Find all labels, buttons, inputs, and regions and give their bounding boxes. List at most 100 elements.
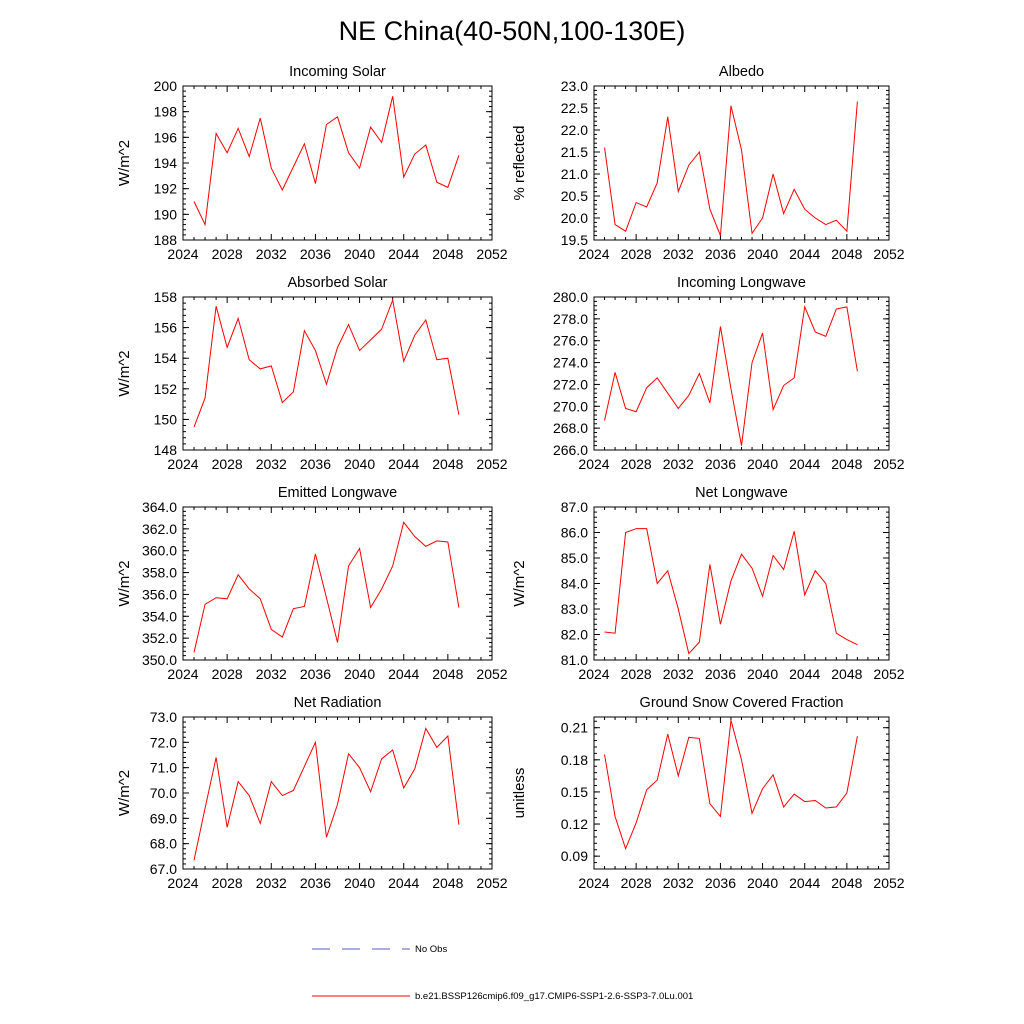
y-tick-label: 198 bbox=[154, 104, 178, 120]
y-tick-label: 364.0 bbox=[142, 499, 177, 515]
x-tick-label: 2044 bbox=[388, 666, 419, 682]
y-tick-label: 82.0 bbox=[561, 627, 588, 643]
y-tick-label: 152 bbox=[154, 381, 178, 397]
x-tick-label: 2024 bbox=[578, 456, 609, 472]
x-tick-label: 2028 bbox=[212, 246, 243, 262]
y-tick-label: 352.0 bbox=[142, 630, 177, 646]
x-tick-label: 2048 bbox=[432, 875, 463, 891]
x-tick-label: 2028 bbox=[621, 246, 652, 262]
x-tick-label: 2048 bbox=[831, 456, 862, 472]
panel-net-longwave: Net Longwave 2024 2028 2032 2036 2040 2044 2048… bbox=[511, 485, 905, 682]
series-line bbox=[193, 521, 460, 653]
series-line bbox=[604, 304, 858, 446]
y-tick-label: 0.15 bbox=[561, 784, 588, 800]
y-tick-label: 278.0 bbox=[553, 311, 588, 327]
x-tick-label: 2048 bbox=[432, 666, 463, 682]
panel-title: Net Longwave bbox=[695, 485, 788, 501]
x-tick-label: 2040 bbox=[747, 456, 778, 472]
y-tick-label: 73.0 bbox=[150, 709, 177, 725]
x-tick-label: 2044 bbox=[789, 456, 820, 472]
y-tick-label: 71.0 bbox=[150, 760, 177, 776]
y-tick-label: 358.0 bbox=[142, 565, 177, 581]
x-tick-label: 2044 bbox=[388, 456, 419, 472]
x-tick-label: 2028 bbox=[212, 666, 243, 682]
x-tick-label: 2052 bbox=[873, 666, 904, 682]
y-tick-label: 69.0 bbox=[150, 810, 177, 826]
y-axis-label: W/m^2 bbox=[116, 350, 133, 396]
x-tick-label: 2032 bbox=[663, 875, 694, 891]
y-tick-label: 196 bbox=[154, 129, 178, 145]
y-tick-label: 192 bbox=[154, 181, 178, 197]
y-tick-label: 21.5 bbox=[561, 144, 588, 160]
y-tick-label: 23.0 bbox=[561, 78, 588, 94]
x-tick-label: 2048 bbox=[831, 666, 862, 682]
series-line bbox=[604, 720, 858, 851]
x-tick-label: 2044 bbox=[388, 875, 419, 891]
y-tick-label: 272.0 bbox=[553, 376, 588, 392]
x-tick-label: 2044 bbox=[789, 666, 820, 682]
x-tick-label: 2052 bbox=[476, 875, 507, 891]
x-tick-label: 2048 bbox=[432, 246, 463, 262]
x-tick-label: 2032 bbox=[663, 246, 694, 262]
y-tick-label: 190 bbox=[154, 206, 178, 222]
figure-title: NE China(40-50N,100-130E) bbox=[339, 16, 686, 46]
x-tick-label: 2036 bbox=[300, 666, 331, 682]
y-tick-label: 154 bbox=[154, 350, 178, 366]
y-tick-label: 67.0 bbox=[150, 861, 177, 877]
y-tick-label: 84.0 bbox=[561, 576, 588, 592]
x-tick-label: 2024 bbox=[167, 456, 198, 472]
y-tick-label: 200 bbox=[154, 78, 178, 94]
panel-title: Net Radiation bbox=[294, 695, 382, 711]
x-tick-label: 2028 bbox=[212, 875, 243, 891]
y-axis-label: W/m^2 bbox=[116, 140, 133, 186]
series-line bbox=[193, 727, 460, 861]
plot-frame bbox=[182, 85, 493, 241]
x-tick-label: 2052 bbox=[476, 456, 507, 472]
y-tick-label: 194 bbox=[154, 155, 178, 171]
y-tick-label: 188 bbox=[154, 232, 178, 248]
y-tick-label: 356.0 bbox=[142, 586, 177, 602]
x-tick-label: 2036 bbox=[300, 246, 331, 262]
x-tick-label: 2024 bbox=[578, 666, 609, 682]
y-tick-label: 22.0 bbox=[561, 122, 588, 138]
y-tick-label: 266.0 bbox=[553, 442, 588, 458]
y-tick-label: 148 bbox=[154, 442, 178, 458]
y-tick-label: 268.0 bbox=[553, 420, 588, 436]
x-tick-label: 2048 bbox=[831, 246, 862, 262]
x-tick-label: 2028 bbox=[212, 456, 243, 472]
x-tick-label: 2028 bbox=[621, 875, 652, 891]
y-axis-label: W/m^2 bbox=[116, 560, 133, 606]
x-tick-label: 2024 bbox=[167, 246, 198, 262]
y-axis-label: unitless bbox=[511, 768, 528, 819]
panel-title: Incoming Solar bbox=[289, 64, 386, 80]
y-tick-label: 85.0 bbox=[561, 550, 588, 566]
x-tick-label: 2052 bbox=[873, 246, 904, 262]
panel-title: Ground Snow Covered Fraction bbox=[640, 695, 844, 711]
plot-frame bbox=[182, 506, 493, 661]
y-tick-label: 0.18 bbox=[561, 752, 588, 768]
y-tick-label: 150 bbox=[154, 411, 178, 427]
x-tick-label: 2032 bbox=[256, 246, 287, 262]
y-axis-label: W/m^2 bbox=[511, 560, 528, 606]
x-tick-label: 2036 bbox=[300, 875, 331, 891]
y-axis-label: W/m^2 bbox=[116, 770, 133, 816]
x-tick-label: 2024 bbox=[167, 666, 198, 682]
y-tick-label: 81.0 bbox=[561, 652, 588, 668]
series-line bbox=[604, 101, 858, 236]
x-tick-label: 2040 bbox=[344, 666, 375, 682]
x-tick-label: 2040 bbox=[344, 246, 375, 262]
plot-frame bbox=[593, 716, 890, 870]
y-tick-label: 158 bbox=[154, 289, 178, 305]
y-tick-label: 0.21 bbox=[561, 720, 588, 736]
x-tick-label: 2036 bbox=[705, 246, 736, 262]
plot-frame bbox=[593, 85, 890, 241]
y-tick-label: 362.0 bbox=[142, 521, 177, 537]
x-tick-label: 2032 bbox=[663, 666, 694, 682]
y-tick-label: 20.0 bbox=[561, 210, 588, 226]
x-tick-label: 2024 bbox=[578, 246, 609, 262]
x-tick-label: 2028 bbox=[621, 666, 652, 682]
panel-ground-snow-covered-fraction: Ground Snow Covered Fraction 2024 2028 2032… bbox=[511, 695, 905, 891]
x-tick-label: 2036 bbox=[705, 456, 736, 472]
y-tick-label: 274.0 bbox=[553, 355, 588, 371]
x-tick-label: 2040 bbox=[344, 875, 375, 891]
